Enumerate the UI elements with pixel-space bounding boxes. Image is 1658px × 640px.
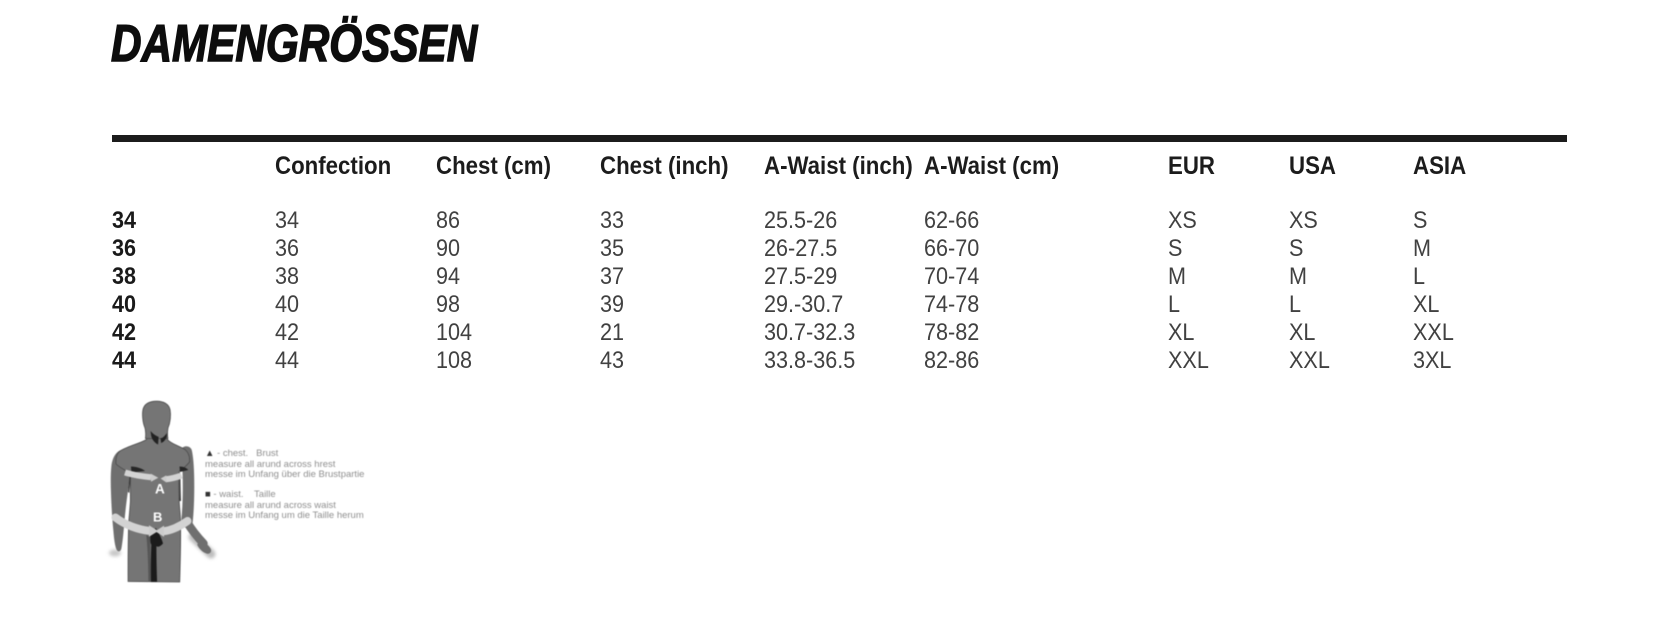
svg-text:A: A xyxy=(155,481,165,496)
svg-text:B: B xyxy=(153,510,162,525)
